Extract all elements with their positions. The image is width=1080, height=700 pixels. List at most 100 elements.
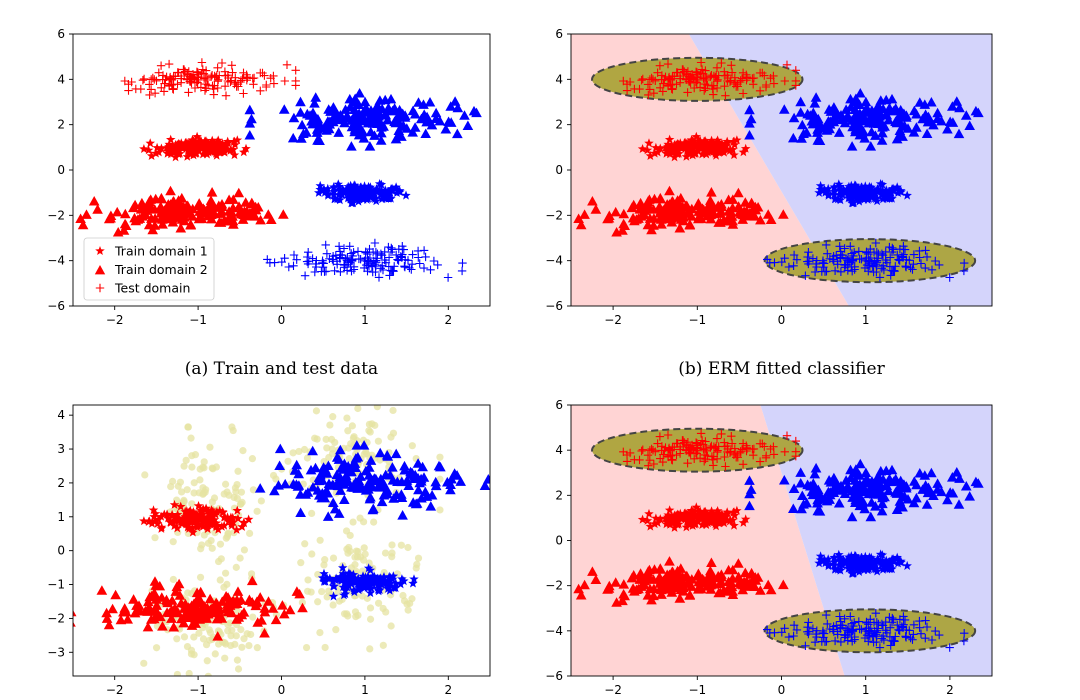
y-tick-label: −2 — [545, 208, 563, 222]
faint-point — [329, 413, 337, 421]
faint-point — [222, 534, 230, 542]
y-tick-label: 2 — [57, 118, 65, 132]
faint-point — [297, 559, 305, 567]
faint-point — [184, 423, 192, 431]
faint-point — [379, 604, 387, 613]
region-blue — [688, 34, 992, 306]
faint-point — [312, 407, 321, 415]
legend-marker-star — [95, 246, 105, 255]
points-plus-red — [619, 429, 800, 471]
x-tick-label: −1 — [189, 313, 207, 327]
x-tick-label: 0 — [278, 683, 286, 697]
points-star-blue — [814, 549, 912, 578]
faint-point — [413, 560, 421, 569]
faint-point — [232, 488, 240, 496]
y-tick-label: 6 — [57, 27, 65, 41]
x-tick-label: 2 — [444, 313, 452, 327]
y-tick-label: 2 — [555, 118, 563, 132]
legend-box — [83, 237, 215, 301]
faint-point — [169, 477, 177, 485]
plot-area — [571, 405, 992, 676]
faint-point — [188, 500, 196, 508]
faint-point — [141, 471, 149, 479]
x-tick-label: 1 — [361, 313, 369, 327]
faint-point — [173, 670, 182, 676]
faint-point — [338, 595, 346, 604]
axes-frame — [72, 404, 491, 677]
y-tick-label: −3 — [47, 645, 65, 659]
faint-point — [326, 421, 334, 429]
faint-point — [301, 540, 309, 548]
faint-point — [392, 388, 399, 395]
y-tick-label: 6 — [555, 398, 563, 412]
faint-point — [177, 488, 186, 496]
faint-point — [238, 643, 246, 651]
faint-point — [195, 629, 203, 637]
faint-point — [182, 456, 190, 464]
faint-point — [216, 576, 224, 584]
faint-point — [346, 531, 354, 540]
faint-point — [257, 497, 265, 505]
faint-point — [343, 545, 351, 553]
points-star-red — [637, 131, 751, 162]
faint-point — [187, 434, 195, 442]
faint-point — [348, 422, 356, 430]
faint-point — [206, 443, 214, 451]
y-tick-label: 4 — [555, 443, 563, 457]
y-tick-label: −2 — [47, 611, 65, 625]
x-tick-label: 0 — [778, 313, 786, 327]
faint-point — [360, 450, 368, 458]
x-tick-label: 0 — [278, 313, 286, 327]
faint-point — [366, 615, 375, 623]
points-star-red — [637, 502, 751, 532]
faint-point — [322, 435, 330, 443]
faint-point — [404, 543, 412, 552]
x-tick-label: −2 — [106, 683, 124, 697]
y-tick-label: 1 — [57, 510, 65, 524]
faint-point — [320, 457, 328, 466]
faint-point — [325, 587, 333, 595]
points-star-red — [139, 131, 251, 162]
points-star-red — [139, 499, 254, 537]
faint-point — [200, 458, 208, 466]
faint-point — [248, 455, 257, 463]
faint-point — [214, 627, 223, 635]
y-tick-label: −2 — [545, 579, 563, 593]
faint-point — [284, 457, 292, 465]
legend-label: Train domain 2 — [114, 262, 208, 277]
faint-point — [236, 500, 245, 508]
faint-point — [295, 447, 303, 456]
faint-point — [183, 486, 191, 494]
faint-point — [173, 635, 181, 643]
faint-point — [211, 650, 219, 658]
y-tick-label: −4 — [545, 254, 563, 268]
x-tick-label: 1 — [862, 683, 870, 697]
x-tick-label: −1 — [688, 313, 706, 327]
faint-point — [381, 549, 390, 557]
faint-point — [221, 639, 229, 647]
points-star-blue — [814, 179, 912, 208]
faint-point — [414, 554, 423, 562]
faint-point — [169, 538, 177, 546]
x-tick-label: −1 — [688, 683, 706, 697]
faint-point — [436, 475, 444, 483]
faint-point — [208, 544, 216, 552]
faint-point — [237, 488, 246, 496]
faint-point — [151, 534, 159, 542]
faint-point — [388, 541, 396, 549]
plot-area — [571, 34, 992, 306]
faint-point — [328, 450, 337, 458]
faint-point — [232, 563, 240, 571]
faint-point — [408, 595, 416, 603]
faint-point — [436, 453, 444, 461]
faint-point — [230, 493, 238, 502]
faint-point — [203, 657, 211, 665]
points-triangle-blue — [244, 88, 482, 151]
faint-point — [318, 587, 326, 596]
x-tick-label: −2 — [604, 313, 622, 327]
faint-point — [363, 594, 371, 602]
points-plus-blue — [763, 238, 969, 282]
faint-point — [188, 452, 196, 460]
faint-point — [207, 536, 215, 545]
